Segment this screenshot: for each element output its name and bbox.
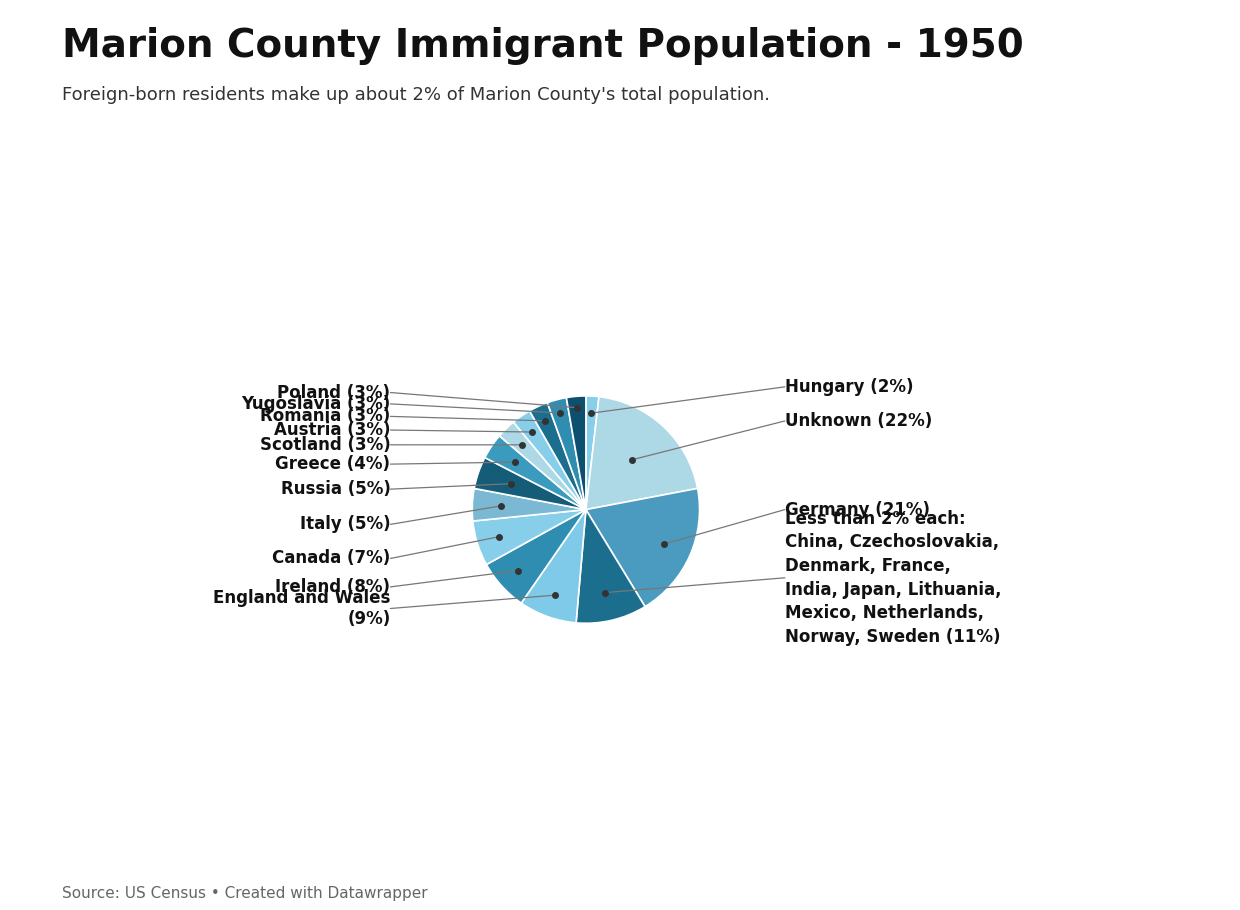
Wedge shape [521, 510, 585, 622]
Text: Scotland (3%): Scotland (3%) [259, 436, 391, 454]
Text: Marion County Immigrant Population - 1950: Marion County Immigrant Population - 195… [62, 27, 1024, 66]
Text: Greece (4%): Greece (4%) [275, 455, 391, 473]
Wedge shape [513, 411, 585, 510]
Text: Less than 2% each:
China, Czechoslovakia,
Denmark, France,
India, Japan, Lithuan: Less than 2% each: China, Czechoslovakia… [785, 510, 1002, 646]
Text: Hungary (2%): Hungary (2%) [785, 378, 914, 396]
Wedge shape [577, 510, 645, 623]
Wedge shape [529, 402, 585, 510]
Wedge shape [485, 436, 585, 510]
Text: Italy (5%): Italy (5%) [300, 515, 391, 533]
Text: Foreign-born residents make up about 2% of Marion County's total population.: Foreign-born residents make up about 2% … [62, 86, 770, 105]
Text: Romania (3%): Romania (3%) [260, 408, 391, 425]
Text: Unknown (22%): Unknown (22%) [785, 412, 932, 430]
Text: Germany (21%): Germany (21%) [785, 501, 930, 519]
Wedge shape [585, 396, 599, 510]
Wedge shape [585, 489, 699, 607]
Wedge shape [474, 458, 585, 510]
Text: Austria (3%): Austria (3%) [274, 421, 391, 439]
Wedge shape [472, 510, 585, 564]
Text: Russia (5%): Russia (5%) [280, 480, 391, 498]
Text: Ireland (8%): Ireland (8%) [275, 578, 391, 596]
Wedge shape [500, 422, 585, 510]
Wedge shape [567, 396, 585, 510]
Wedge shape [585, 397, 698, 510]
Text: Canada (7%): Canada (7%) [272, 550, 391, 568]
Text: Source: US Census • Created with Datawrapper: Source: US Census • Created with Datawra… [62, 886, 428, 901]
Text: Yugoslavia (3%): Yugoslavia (3%) [241, 395, 391, 413]
Text: Poland (3%): Poland (3%) [278, 383, 391, 401]
Wedge shape [486, 510, 585, 603]
Wedge shape [547, 398, 585, 510]
Wedge shape [472, 489, 585, 521]
Text: England and Wales
(9%): England and Wales (9%) [213, 589, 391, 628]
